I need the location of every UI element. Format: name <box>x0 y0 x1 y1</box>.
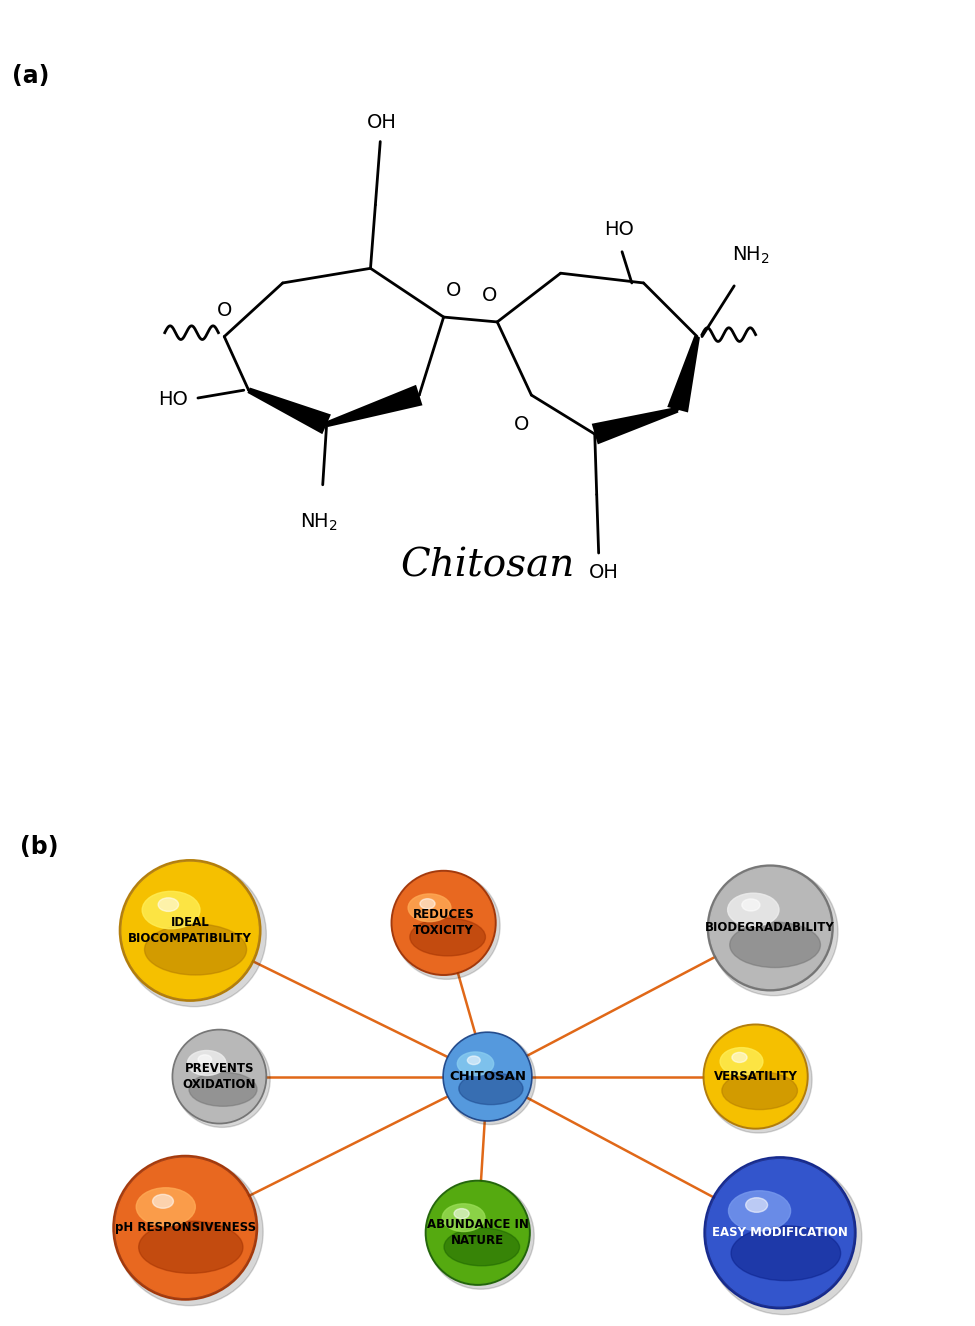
Ellipse shape <box>746 1197 767 1212</box>
Ellipse shape <box>198 1054 212 1063</box>
Ellipse shape <box>391 870 496 976</box>
Ellipse shape <box>707 1160 853 1306</box>
Ellipse shape <box>173 1029 266 1123</box>
Ellipse shape <box>142 891 200 928</box>
Polygon shape <box>248 387 331 434</box>
Ellipse shape <box>393 873 500 980</box>
Ellipse shape <box>731 1225 840 1281</box>
Text: OH: OH <box>589 562 618 582</box>
Text: EASY MODIFICATION: EASY MODIFICATION <box>712 1227 848 1240</box>
Polygon shape <box>667 335 700 412</box>
Ellipse shape <box>119 859 261 1001</box>
Text: O: O <box>482 286 497 305</box>
Ellipse shape <box>427 1183 534 1289</box>
Ellipse shape <box>113 1155 257 1299</box>
Text: VERSATILITY: VERSATILITY <box>714 1070 798 1083</box>
Text: (b): (b) <box>20 835 58 859</box>
Text: O: O <box>216 301 232 320</box>
Ellipse shape <box>708 865 833 991</box>
Ellipse shape <box>144 924 247 975</box>
Ellipse shape <box>467 1055 481 1065</box>
Text: PREVENTS
OXIDATION: PREVENTS OXIDATION <box>182 1062 256 1091</box>
Ellipse shape <box>409 894 450 922</box>
Ellipse shape <box>727 894 779 927</box>
Text: OH: OH <box>368 113 397 131</box>
Text: NH$_2$: NH$_2$ <box>300 512 337 533</box>
Ellipse shape <box>158 898 178 911</box>
Ellipse shape <box>732 1053 747 1062</box>
Text: Chitosan: Chitosan <box>401 548 574 585</box>
Ellipse shape <box>704 1156 856 1309</box>
Ellipse shape <box>454 1208 469 1219</box>
Ellipse shape <box>703 1024 808 1128</box>
Ellipse shape <box>457 1052 493 1075</box>
Ellipse shape <box>138 1221 243 1273</box>
Ellipse shape <box>705 1026 812 1132</box>
Ellipse shape <box>425 1180 530 1285</box>
Ellipse shape <box>729 922 820 968</box>
Polygon shape <box>326 385 422 427</box>
Ellipse shape <box>721 1048 762 1075</box>
Text: pH RESPONSIVENESS: pH RESPONSIVENESS <box>115 1221 255 1235</box>
Ellipse shape <box>459 1073 523 1105</box>
Ellipse shape <box>742 899 760 911</box>
Ellipse shape <box>443 1032 532 1120</box>
Ellipse shape <box>187 1050 226 1075</box>
Ellipse shape <box>420 899 435 908</box>
Text: HO: HO <box>158 390 188 410</box>
Ellipse shape <box>122 862 258 998</box>
Text: O: O <box>446 281 461 301</box>
Text: HO: HO <box>604 220 634 239</box>
Ellipse shape <box>136 1188 195 1227</box>
Ellipse shape <box>722 1071 798 1110</box>
Ellipse shape <box>710 867 831 988</box>
Ellipse shape <box>152 1195 174 1208</box>
Text: NH$_2$: NH$_2$ <box>732 245 769 267</box>
Ellipse shape <box>445 1034 535 1124</box>
Ellipse shape <box>710 867 838 996</box>
Ellipse shape <box>174 1032 265 1122</box>
Text: O: O <box>514 415 529 434</box>
Ellipse shape <box>444 1228 520 1266</box>
Ellipse shape <box>707 1160 862 1314</box>
Ellipse shape <box>443 1204 485 1232</box>
Ellipse shape <box>705 1026 806 1127</box>
Ellipse shape <box>410 918 486 956</box>
Text: IDEAL
BIOCOMPATIBILITY: IDEAL BIOCOMPATIBILITY <box>128 916 253 945</box>
Ellipse shape <box>122 862 266 1006</box>
Polygon shape <box>592 407 679 444</box>
Text: ABUNDANCE IN
NATURE: ABUNDANCE IN NATURE <box>427 1219 528 1248</box>
Text: REDUCES
TOXICITY: REDUCES TOXICITY <box>412 908 475 937</box>
Text: BIODEGRADABILITY: BIODEGRADABILITY <box>705 922 836 935</box>
Text: CHITOSAN: CHITOSAN <box>449 1070 526 1083</box>
Ellipse shape <box>728 1191 791 1231</box>
Ellipse shape <box>116 1158 254 1297</box>
Ellipse shape <box>393 873 494 973</box>
Ellipse shape <box>116 1158 263 1306</box>
Text: (a): (a) <box>12 64 49 88</box>
Ellipse shape <box>427 1183 528 1284</box>
Ellipse shape <box>189 1073 257 1106</box>
Ellipse shape <box>445 1034 530 1119</box>
Ellipse shape <box>174 1032 270 1127</box>
